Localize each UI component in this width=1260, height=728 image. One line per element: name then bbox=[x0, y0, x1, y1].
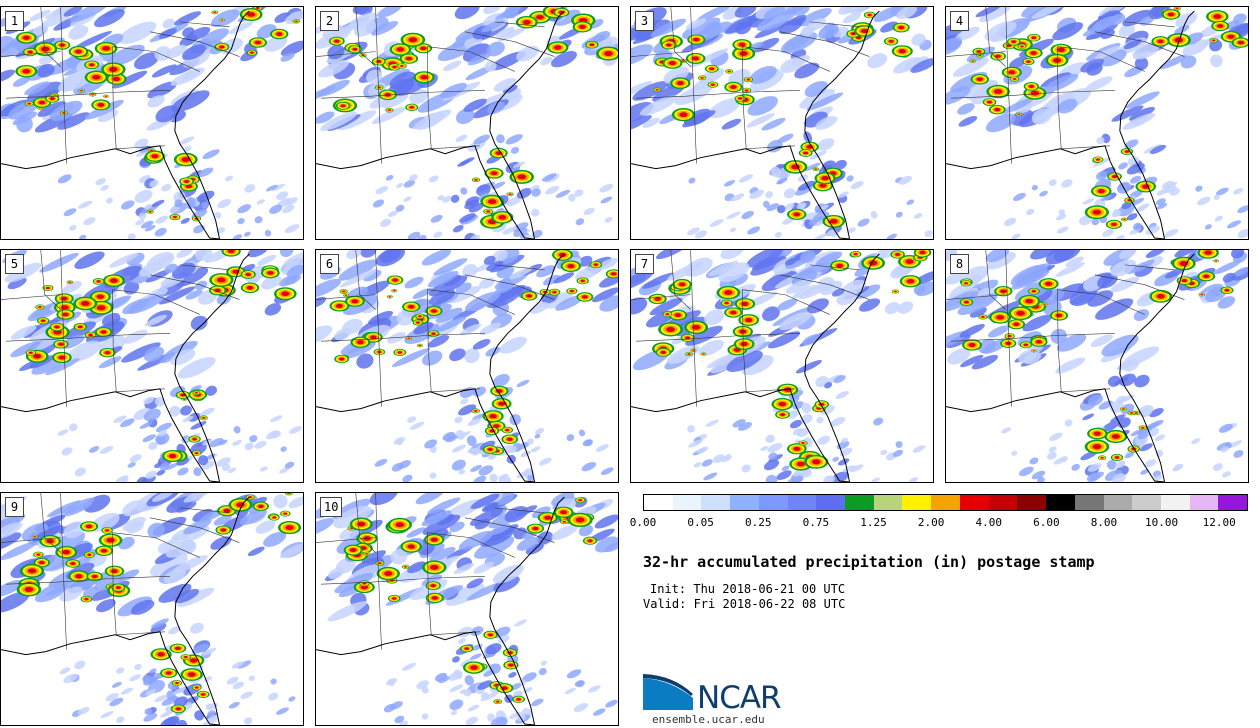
member-number: 3 bbox=[635, 11, 654, 31]
colorbar-segment bbox=[902, 495, 932, 510]
colorbar-segment bbox=[1103, 495, 1133, 510]
precip-map bbox=[631, 250, 933, 482]
precip-map bbox=[946, 7, 1248, 239]
member-number: 5 bbox=[5, 254, 24, 274]
init-time: Init: Thu 2018-06-21 00 UTC bbox=[650, 582, 846, 596]
colorbar-segment bbox=[873, 495, 903, 510]
colorbar-segment bbox=[1132, 495, 1161, 510]
postage-stamp-panel: 6 bbox=[315, 249, 619, 483]
colorbar-segment bbox=[758, 495, 788, 510]
precip-map bbox=[316, 493, 618, 725]
colorbar-label: 12.00 bbox=[1202, 516, 1236, 529]
colorbar-segment bbox=[1160, 495, 1190, 510]
member-number: 10 bbox=[320, 497, 343, 517]
member-number: 7 bbox=[635, 254, 654, 274]
figure-title: 32-hr accumulated precipitation (in) pos… bbox=[643, 553, 1095, 571]
precip-colorbar bbox=[643, 494, 1248, 511]
colorbar-segment bbox=[1046, 495, 1075, 510]
colorbar-segment bbox=[1017, 495, 1047, 510]
postage-stamp-panel: 3 bbox=[630, 6, 934, 240]
colorbar-label: 4.00 bbox=[975, 516, 1002, 529]
colorbar-label: 10.00 bbox=[1145, 516, 1179, 529]
colorbar-segment bbox=[644, 495, 673, 510]
colorbar-label: 1.25 bbox=[860, 516, 887, 529]
postage-stamp-panel: 10 bbox=[315, 492, 619, 726]
colorbar-segment bbox=[672, 495, 702, 510]
colorbar-segment bbox=[1074, 495, 1104, 510]
valid-time: Valid: Fri 2018-06-22 08 UTC bbox=[643, 597, 846, 611]
member-number: 6 bbox=[320, 254, 339, 274]
member-number: 1 bbox=[5, 11, 24, 31]
site-url: ensemble.ucar.edu bbox=[652, 713, 765, 726]
member-number: 2 bbox=[320, 11, 339, 31]
postage-stamp-panel: 4 bbox=[945, 6, 1249, 240]
colorbar-segment bbox=[816, 495, 846, 510]
colorbar-label: 0.00 bbox=[629, 516, 657, 529]
member-number: 4 bbox=[950, 11, 969, 31]
postage-stamp-panel: 5 bbox=[0, 249, 304, 483]
precip-map bbox=[1, 493, 303, 725]
postage-stamp-panel: 9 bbox=[0, 492, 304, 726]
colorbar-segment bbox=[988, 495, 1018, 510]
colorbar-label: 6.00 bbox=[1033, 516, 1060, 529]
postage-stamp-panel: 1 bbox=[0, 6, 304, 240]
postage-stamp-panel: 8 bbox=[945, 249, 1249, 483]
colorbar-segment bbox=[845, 495, 874, 510]
precip-map bbox=[946, 250, 1248, 482]
colorbar-label: 2.00 bbox=[917, 516, 945, 529]
colorbar-segment bbox=[1218, 495, 1248, 510]
colorbar-tick-labels: 0.00 0.05 0.25 0.75 1.25 2.00 4.00 6.00 8.00 10.0… bbox=[630, 516, 1248, 530]
colorbar-segment bbox=[730, 495, 759, 510]
postage-stamp-panel: 2 bbox=[315, 6, 619, 240]
precip-map bbox=[316, 250, 618, 482]
colorbar-segment bbox=[1189, 495, 1219, 510]
colorbar-label: 0.05 bbox=[687, 516, 714, 529]
colorbar-segment bbox=[931, 495, 960, 510]
colorbar-label: 0.75 bbox=[802, 516, 830, 529]
colorbar-label: 0.25 bbox=[744, 516, 772, 529]
colorbar-label: 8.00 bbox=[1090, 516, 1118, 529]
precip-map bbox=[631, 7, 933, 239]
postage-stamp-panel: 7 bbox=[630, 249, 934, 483]
colorbar-segment bbox=[787, 495, 817, 510]
member-number: 8 bbox=[950, 254, 969, 274]
precip-map bbox=[316, 7, 618, 239]
ncar-logo-text: NCAR bbox=[697, 680, 782, 716]
member-number: 9 bbox=[5, 497, 24, 517]
precip-map bbox=[1, 250, 303, 482]
ncar-logo-icon bbox=[643, 674, 693, 710]
colorbar-segment bbox=[959, 495, 989, 510]
colorbar-segment bbox=[701, 495, 731, 510]
precip-map bbox=[1, 7, 303, 239]
